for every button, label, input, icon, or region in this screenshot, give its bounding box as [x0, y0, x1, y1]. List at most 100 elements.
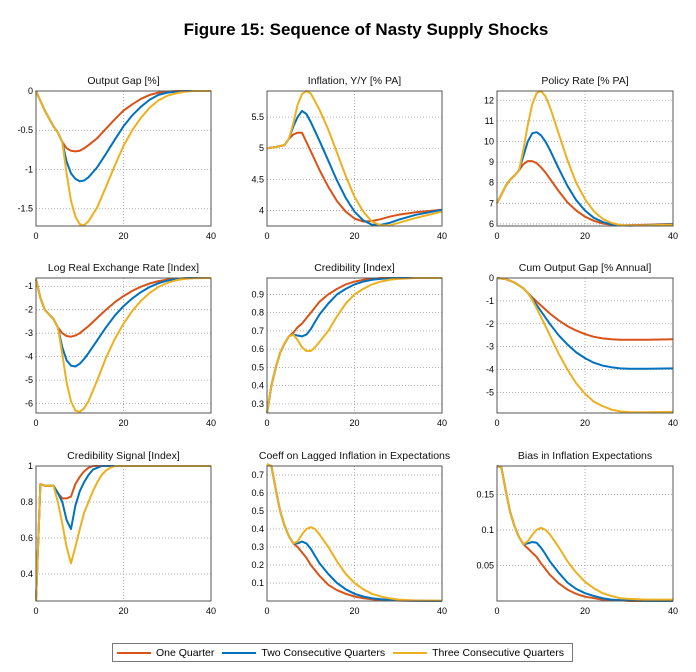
x-tick-label: 0	[264, 606, 269, 616]
x-tick-label: 40	[206, 231, 216, 241]
legend-swatch-three	[393, 651, 428, 654]
series-line-3	[496, 90, 674, 227]
panel-title: Cum Output Gap [% Annual]	[519, 262, 652, 274]
y-tick-label: 0.2	[251, 560, 264, 570]
y-tick-label: 0	[489, 273, 494, 283]
legend-label-one: One Quarter	[156, 646, 215, 659]
series-line-3	[496, 277, 674, 414]
y-tick-label: 0.7	[251, 326, 264, 336]
x-tick-label: 20	[118, 418, 128, 428]
y-tick-label: -1	[25, 164, 33, 174]
y-tick-label: -5	[25, 375, 33, 385]
legend-item-three: Three Consecutive Quarters	[393, 647, 564, 659]
y-tick-label: 12	[484, 95, 494, 105]
y-tick-label: -2	[486, 319, 494, 329]
legend: One Quarter Two Consecutive Quarters Thr…	[112, 643, 573, 662]
y-tick-label: 0.9	[251, 289, 264, 299]
y-tick-label: -3	[25, 328, 33, 338]
y-tick-label: -1.5	[17, 204, 33, 214]
panel-title: Bias in Inflation Expectations	[518, 450, 652, 462]
panel-title: Log Real Exchange Rate [Index]	[48, 262, 199, 274]
series-line-3	[496, 465, 673, 601]
y-tick-label: -1	[486, 296, 494, 306]
plot-frame	[266, 465, 443, 602]
x-tick-label: 0	[494, 231, 499, 241]
y-tick-label: 0.3	[251, 542, 264, 552]
y-tick-label: 0.5	[251, 506, 264, 516]
y-tick-label: 1	[28, 461, 33, 471]
panel-title: Coeff on Lagged Inflation in Expectation…	[259, 450, 450, 462]
plot-frame	[496, 90, 674, 227]
series-line-3	[35, 465, 211, 602]
plot-frame	[496, 465, 674, 602]
y-tick-label: 0.4	[251, 524, 264, 534]
x-tick-label: 0	[494, 606, 499, 616]
y-tick-label: 0.7	[251, 470, 264, 480]
y-tick-label: 0.3	[251, 399, 264, 409]
chart-grid: Output Gap [%] 0 -0.5 -1 -1.5 0 20 40 Inflation,…	[17, 75, 678, 616]
x-tick-label: 40	[668, 231, 678, 241]
x-tick-label: 20	[118, 606, 128, 616]
legend-item-one: One Quarter	[117, 647, 214, 659]
x-tick-label: 20	[349, 231, 359, 241]
panel-title: Policy Rate [% PA]	[541, 75, 628, 87]
x-tick-label: 0	[33, 418, 38, 428]
y-tick-label: 7	[489, 198, 494, 208]
y-tick-label: 0.15	[476, 489, 494, 499]
plot-frame	[35, 90, 212, 227]
x-tick-label: 20	[349, 606, 359, 616]
x-tick-label: 40	[668, 418, 678, 428]
y-tick-label: -6	[25, 399, 33, 409]
y-tick-label: -4	[486, 365, 494, 375]
x-tick-label: 40	[437, 606, 447, 616]
legend-label-two: Two Consecutive Quarters	[261, 646, 386, 659]
y-tick-label: -1	[25, 281, 33, 291]
plot-frame	[266, 277, 443, 414]
panel-title: Inflation, Y/Y [% PA]	[308, 75, 401, 87]
figure-title: Figure 15: Sequence of Nasty Supply Shoc…	[183, 20, 549, 39]
series-line-3	[266, 463, 443, 602]
x-tick-label: 40	[206, 606, 216, 616]
y-tick-label: 8	[489, 178, 494, 188]
panel-title: Output Gap [%]	[87, 75, 159, 87]
y-tick-label: -0.5	[17, 125, 33, 135]
x-tick-label: 40	[668, 606, 678, 616]
x-tick-label: 0	[264, 231, 269, 241]
x-tick-label: 0	[264, 418, 269, 428]
x-tick-label: 0	[33, 606, 38, 616]
x-tick-label: 20	[580, 418, 590, 428]
x-tick-label: 20	[349, 418, 359, 428]
y-tick-label: 0.4	[251, 381, 264, 391]
y-tick-label: -4	[25, 352, 33, 362]
panel-title: Credibility [Index]	[314, 262, 395, 274]
y-tick-label: 0.6	[20, 533, 33, 543]
y-tick-label: 10	[484, 136, 494, 146]
y-tick-label: 0.6	[251, 344, 264, 354]
x-tick-label: 40	[437, 418, 447, 428]
y-tick-label: 0.5	[251, 362, 264, 372]
y-tick-label: 0.8	[20, 497, 33, 507]
x-tick-label: 20	[580, 231, 590, 241]
plot-frame	[35, 465, 212, 602]
legend-swatch-two	[222, 651, 257, 654]
y-tick-label: 9	[489, 157, 494, 167]
y-tick-label: 0.1	[251, 578, 264, 588]
y-tick-label: 0.6	[251, 488, 264, 498]
plot-frame	[496, 277, 674, 414]
y-tick-label: 0	[28, 86, 33, 96]
series-line-3	[35, 90, 211, 227]
panel-title: Credibility Signal [Index]	[67, 450, 180, 462]
x-tick-label: 40	[206, 418, 216, 428]
x-tick-label: 0	[33, 231, 38, 241]
y-tick-label: 0.05	[476, 560, 494, 570]
x-tick-label: 40	[437, 231, 447, 241]
y-tick-label: -5	[486, 387, 494, 397]
legend-label-three: Three Consecutive Quarters	[432, 646, 564, 659]
y-tick-label: 6	[489, 219, 494, 229]
plot-frame	[266, 90, 443, 227]
y-tick-label: 0.1	[481, 525, 494, 535]
y-tick-label: 5.5	[251, 112, 264, 122]
y-tick-label: -2	[25, 305, 33, 315]
series-line-3	[266, 90, 443, 227]
y-tick-label: -3	[486, 342, 494, 352]
